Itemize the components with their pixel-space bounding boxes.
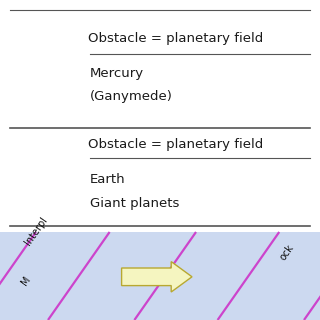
Text: Obstacle = planetary field: Obstacle = planetary field [88,138,264,151]
FancyBboxPatch shape [0,232,320,320]
Text: M: M [19,275,32,287]
Text: (Ganymede): (Ganymede) [90,90,172,103]
Text: Mercury: Mercury [90,67,144,80]
FancyArrow shape [122,262,192,292]
Text: Giant planets: Giant planets [90,197,179,210]
Text: Earth: Earth [90,173,125,186]
Text: ock: ock [278,242,296,262]
Text: Obstacle = planetary field: Obstacle = planetary field [88,32,264,45]
Text: Interpl: Interpl [22,215,49,247]
